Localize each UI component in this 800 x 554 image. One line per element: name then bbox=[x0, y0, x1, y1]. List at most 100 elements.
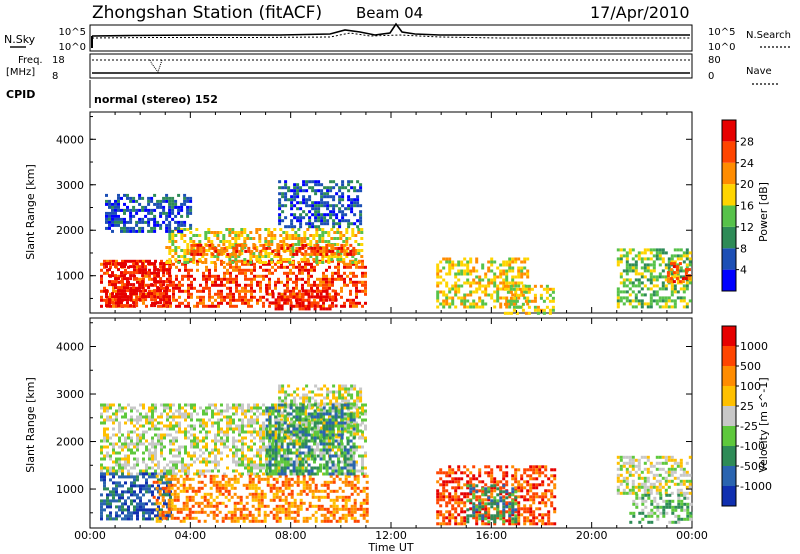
power-data-cell bbox=[126, 196, 129, 200]
velocity-data-cell bbox=[217, 469, 220, 473]
power-data-cell bbox=[183, 220, 187, 224]
velocity-data-cell bbox=[121, 508, 124, 512]
velocity-data-cell bbox=[175, 415, 178, 419]
velocity-data-cell bbox=[316, 472, 319, 476]
velocity-data-cell bbox=[208, 454, 211, 458]
power-data-cell bbox=[168, 268, 172, 272]
power-data-cell bbox=[177, 208, 181, 212]
power-data-cell bbox=[631, 248, 635, 252]
power-data-cell bbox=[273, 249, 277, 252]
power-data-cell bbox=[174, 246, 178, 249]
power-data-cell bbox=[141, 217, 145, 221]
power-data-cell bbox=[276, 261, 280, 264]
power-data-cell bbox=[286, 280, 289, 284]
power-data-cell bbox=[274, 280, 277, 284]
velocity-data-cell bbox=[287, 507, 291, 511]
power-data-cell bbox=[682, 299, 686, 303]
velocity-data-cell bbox=[320, 489, 324, 493]
power-data-cell bbox=[228, 228, 232, 231]
velocity-data-cell bbox=[223, 430, 226, 434]
power-data-cell bbox=[321, 261, 325, 264]
velocity-data-cell bbox=[196, 436, 199, 440]
velocity-data-cell bbox=[163, 409, 166, 413]
power-data-cell bbox=[637, 299, 641, 303]
power-data-cell bbox=[316, 262, 319, 266]
velocity-data-cell bbox=[305, 423, 309, 427]
power-data-cell bbox=[256, 298, 259, 302]
power-data-cell bbox=[286, 298, 290, 302]
power-data-cell bbox=[472, 266, 476, 270]
velocity-data-cell bbox=[133, 424, 136, 428]
power-data-cell bbox=[336, 249, 340, 252]
velocity-data-cell bbox=[350, 420, 354, 424]
power-data-cell bbox=[658, 248, 662, 252]
velocity-data-cell bbox=[337, 454, 340, 458]
power-data-cell bbox=[302, 189, 306, 193]
power-data-cell bbox=[175, 265, 178, 269]
power-data-cell bbox=[147, 220, 151, 224]
velocity-data-cell bbox=[296, 477, 300, 481]
power-data-cell bbox=[283, 283, 286, 287]
velocity-data-cell bbox=[244, 415, 247, 419]
power-data-cell bbox=[129, 220, 133, 224]
velocity-data-cell bbox=[130, 517, 133, 521]
velocity-data-cell bbox=[242, 519, 246, 523]
power-data-cell bbox=[186, 252, 190, 255]
power-data-cell bbox=[190, 246, 194, 250]
velocity-data-cell bbox=[175, 424, 178, 428]
power-data-cell bbox=[278, 219, 282, 223]
power-data-cell bbox=[171, 211, 175, 215]
power-data-cell bbox=[292, 280, 295, 284]
velocity-data-cell bbox=[281, 510, 285, 514]
velocity-data-cell bbox=[109, 511, 112, 515]
velocity-data-cell bbox=[190, 412, 193, 416]
velocity-data-cell bbox=[262, 466, 265, 470]
velocity-data-cell bbox=[188, 477, 192, 481]
velocity-data-cell bbox=[112, 448, 115, 452]
power-data-cell bbox=[514, 257, 518, 261]
velocity-data-cell bbox=[244, 409, 247, 413]
power-data-cell bbox=[672, 271, 676, 275]
power-data-cell bbox=[338, 198, 342, 202]
velocity-data-cell bbox=[353, 432, 357, 436]
power-data-cell bbox=[305, 198, 309, 202]
power-data-cell bbox=[241, 262, 244, 266]
power-data-cell bbox=[288, 258, 292, 261]
power-data-cell bbox=[147, 196, 151, 200]
power-data-cell bbox=[183, 199, 187, 203]
power-data-cell bbox=[351, 261, 355, 264]
power-data-cell bbox=[325, 289, 329, 293]
power-data-cell bbox=[291, 246, 295, 249]
power-data-cell bbox=[231, 237, 235, 240]
velocity-data-cell bbox=[196, 469, 199, 473]
power-data-cell bbox=[521, 308, 525, 312]
power-data-cell bbox=[160, 268, 163, 272]
velocity-data-cell bbox=[317, 426, 321, 430]
velocity-data-cell bbox=[299, 402, 303, 406]
power-data-cell bbox=[268, 268, 271, 272]
power-data-cell bbox=[652, 284, 656, 288]
velocity-data-cell bbox=[170, 498, 174, 502]
velocity-data-cell bbox=[275, 519, 279, 523]
velocity-data-cell bbox=[254, 483, 258, 487]
power-data-cell bbox=[658, 263, 662, 267]
velocity-data-cell bbox=[154, 469, 157, 473]
velocity-data-cell bbox=[187, 436, 190, 440]
power-data-cell bbox=[265, 298, 269, 302]
power-data-cell bbox=[475, 290, 479, 294]
power-data-cell bbox=[325, 292, 329, 296]
velocity-data-cell bbox=[311, 405, 315, 409]
velocity-data-cell bbox=[242, 483, 246, 487]
velocity-data-cell bbox=[250, 439, 253, 443]
power-data-cell bbox=[229, 274, 232, 278]
power-data-cell bbox=[551, 305, 555, 309]
velocity-data-cell bbox=[352, 448, 355, 452]
velocity-data-cell bbox=[205, 463, 208, 467]
velocity-data-cell bbox=[302, 393, 306, 397]
power-data-cell bbox=[171, 237, 175, 240]
velocity-data-cell bbox=[217, 439, 220, 443]
power-data-cell bbox=[268, 292, 271, 296]
velocity-data-cell bbox=[242, 504, 246, 508]
power-data-cell bbox=[129, 292, 133, 296]
velocity-data-cell bbox=[151, 418, 154, 422]
